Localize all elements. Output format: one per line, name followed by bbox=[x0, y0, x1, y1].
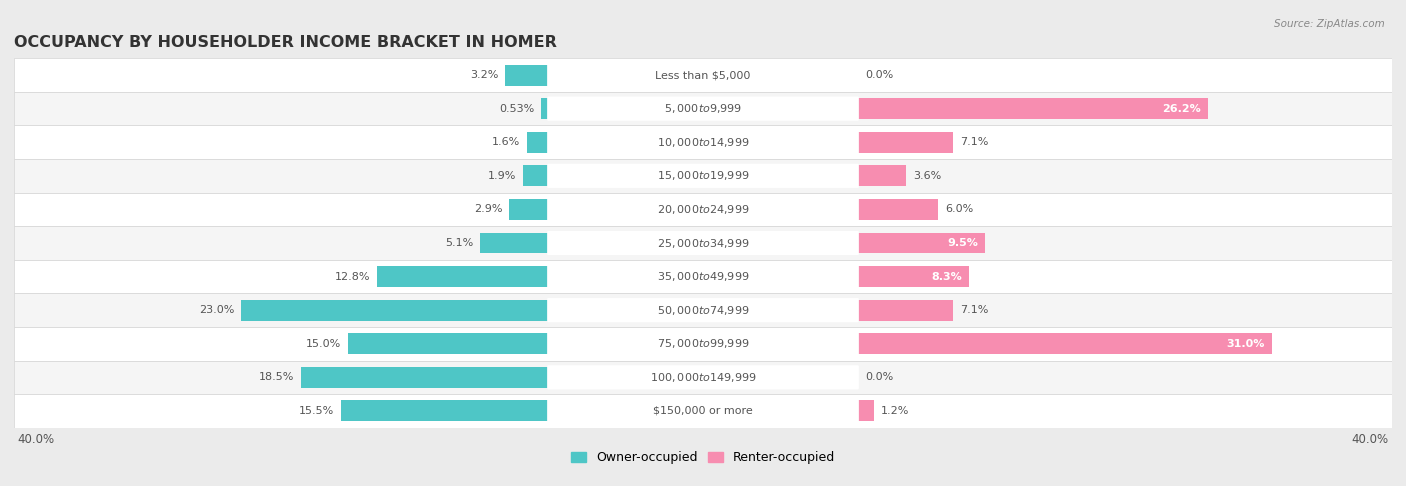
Text: 1.6%: 1.6% bbox=[492, 137, 520, 147]
Text: Source: ZipAtlas.com: Source: ZipAtlas.com bbox=[1274, 19, 1385, 30]
FancyBboxPatch shape bbox=[14, 92, 1392, 125]
Bar bbox=[479, 233, 548, 253]
Text: 23.0%: 23.0% bbox=[198, 305, 233, 315]
Text: 1.2%: 1.2% bbox=[882, 406, 910, 416]
Text: $75,000 to $99,999: $75,000 to $99,999 bbox=[657, 337, 749, 350]
Text: 26.2%: 26.2% bbox=[1163, 104, 1201, 114]
Text: $5,000 to $9,999: $5,000 to $9,999 bbox=[664, 102, 742, 115]
FancyBboxPatch shape bbox=[14, 260, 1392, 294]
Text: 31.0%: 31.0% bbox=[1226, 339, 1265, 349]
Bar bbox=[523, 165, 548, 186]
FancyBboxPatch shape bbox=[14, 125, 1392, 159]
Bar bbox=[858, 300, 953, 321]
FancyBboxPatch shape bbox=[547, 164, 859, 188]
FancyBboxPatch shape bbox=[14, 327, 1392, 361]
Text: 15.5%: 15.5% bbox=[299, 406, 335, 416]
Bar bbox=[347, 333, 548, 354]
Text: 7.1%: 7.1% bbox=[960, 137, 988, 147]
FancyBboxPatch shape bbox=[547, 331, 859, 356]
FancyBboxPatch shape bbox=[14, 361, 1392, 394]
Text: 9.5%: 9.5% bbox=[948, 238, 979, 248]
Text: $150,000 or more: $150,000 or more bbox=[654, 406, 752, 416]
Text: $25,000 to $34,999: $25,000 to $34,999 bbox=[657, 237, 749, 249]
FancyBboxPatch shape bbox=[547, 298, 859, 322]
Bar bbox=[858, 400, 875, 421]
Text: 3.6%: 3.6% bbox=[912, 171, 941, 181]
Bar bbox=[527, 132, 548, 153]
Text: $15,000 to $19,999: $15,000 to $19,999 bbox=[657, 169, 749, 182]
Text: $10,000 to $14,999: $10,000 to $14,999 bbox=[657, 136, 749, 149]
FancyBboxPatch shape bbox=[547, 231, 859, 255]
FancyBboxPatch shape bbox=[14, 159, 1392, 192]
Bar bbox=[301, 367, 548, 388]
Bar bbox=[377, 266, 548, 287]
Text: 40.0%: 40.0% bbox=[1351, 433, 1389, 446]
Bar bbox=[509, 199, 548, 220]
Text: $35,000 to $49,999: $35,000 to $49,999 bbox=[657, 270, 749, 283]
FancyBboxPatch shape bbox=[547, 365, 859, 389]
Bar bbox=[858, 233, 984, 253]
Text: 2.9%: 2.9% bbox=[474, 205, 502, 214]
Text: $100,000 to $149,999: $100,000 to $149,999 bbox=[650, 371, 756, 384]
Bar bbox=[858, 98, 1208, 119]
Text: 15.0%: 15.0% bbox=[305, 339, 340, 349]
Text: $20,000 to $24,999: $20,000 to $24,999 bbox=[657, 203, 749, 216]
FancyBboxPatch shape bbox=[547, 97, 859, 121]
FancyBboxPatch shape bbox=[14, 226, 1392, 260]
Bar bbox=[240, 300, 548, 321]
FancyBboxPatch shape bbox=[547, 197, 859, 222]
Text: 6.0%: 6.0% bbox=[945, 205, 973, 214]
Bar bbox=[858, 266, 969, 287]
Text: 1.9%: 1.9% bbox=[488, 171, 516, 181]
FancyBboxPatch shape bbox=[14, 294, 1392, 327]
Text: 0.0%: 0.0% bbox=[865, 372, 893, 382]
Bar bbox=[505, 65, 548, 86]
FancyBboxPatch shape bbox=[14, 192, 1392, 226]
Bar bbox=[858, 165, 905, 186]
FancyBboxPatch shape bbox=[14, 394, 1392, 428]
Legend: Owner-occupied, Renter-occupied: Owner-occupied, Renter-occupied bbox=[567, 447, 839, 469]
Text: 3.2%: 3.2% bbox=[470, 70, 498, 80]
Bar bbox=[541, 98, 548, 119]
Text: 8.3%: 8.3% bbox=[931, 272, 962, 281]
Bar bbox=[858, 132, 953, 153]
FancyBboxPatch shape bbox=[547, 63, 859, 87]
Text: 12.8%: 12.8% bbox=[335, 272, 370, 281]
FancyBboxPatch shape bbox=[547, 399, 859, 423]
Text: OCCUPANCY BY HOUSEHOLDER INCOME BRACKET IN HOMER: OCCUPANCY BY HOUSEHOLDER INCOME BRACKET … bbox=[14, 35, 557, 50]
Bar bbox=[858, 199, 938, 220]
Text: 7.1%: 7.1% bbox=[960, 305, 988, 315]
Bar bbox=[342, 400, 548, 421]
Text: Less than $5,000: Less than $5,000 bbox=[655, 70, 751, 80]
Bar bbox=[858, 333, 1272, 354]
Text: 0.0%: 0.0% bbox=[865, 70, 893, 80]
FancyBboxPatch shape bbox=[547, 264, 859, 289]
Text: 5.1%: 5.1% bbox=[444, 238, 472, 248]
FancyBboxPatch shape bbox=[14, 58, 1392, 92]
Text: $50,000 to $74,999: $50,000 to $74,999 bbox=[657, 304, 749, 317]
Text: 18.5%: 18.5% bbox=[259, 372, 294, 382]
FancyBboxPatch shape bbox=[547, 130, 859, 155]
Text: 40.0%: 40.0% bbox=[17, 433, 55, 446]
Text: 0.53%: 0.53% bbox=[499, 104, 534, 114]
